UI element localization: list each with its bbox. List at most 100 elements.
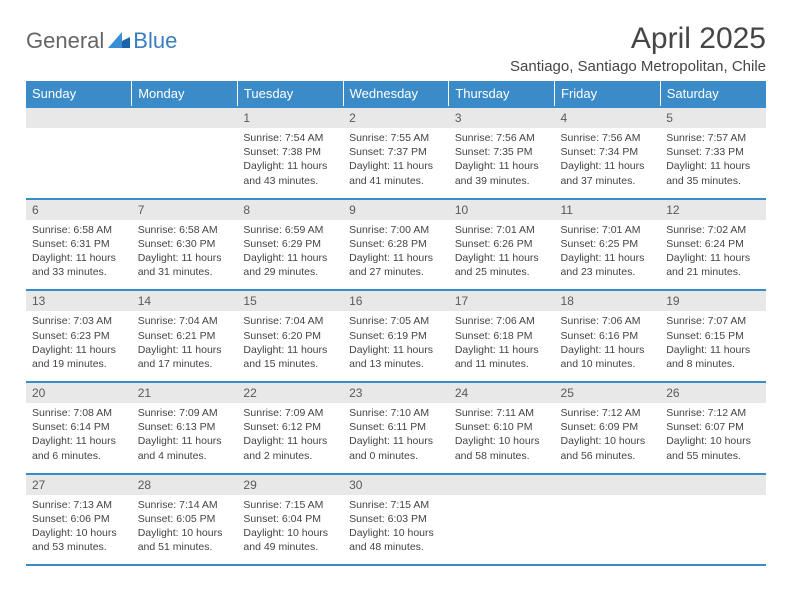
location-text: Santiago, Santiago Metropolitan, Chile <box>510 58 766 75</box>
calendar-week-row: 13Sunrise: 7:03 AMSunset: 6:23 PMDayligh… <box>26 290 766 382</box>
calendar-cell: 20Sunrise: 7:08 AMSunset: 6:14 PMDayligh… <box>26 382 132 474</box>
calendar-cell: 18Sunrise: 7:06 AMSunset: 6:16 PMDayligh… <box>555 290 661 382</box>
day-number: 22 <box>237 383 343 403</box>
calendar-cell: 17Sunrise: 7:06 AMSunset: 6:18 PMDayligh… <box>449 290 555 382</box>
weekday-header: Thursday <box>449 81 555 107</box>
day-body: Sunrise: 7:04 AMSunset: 6:20 PMDaylight:… <box>237 311 343 381</box>
day-body: Sunrise: 6:58 AMSunset: 6:31 PMDaylight:… <box>26 220 132 290</box>
calendar-week-row: 1Sunrise: 7:54 AMSunset: 7:38 PMDaylight… <box>26 107 766 199</box>
day-body: Sunrise: 7:11 AMSunset: 6:10 PMDaylight:… <box>449 403 555 473</box>
weekday-row: SundayMondayTuesdayWednesdayThursdayFrid… <box>26 81 766 107</box>
day-number: 21 <box>132 383 238 403</box>
day-number: 8 <box>237 200 343 220</box>
calendar-cell <box>132 107 238 199</box>
calendar-cell: 29Sunrise: 7:15 AMSunset: 6:04 PMDayligh… <box>237 474 343 566</box>
day-number: 29 <box>237 475 343 495</box>
calendar-head: SundayMondayTuesdayWednesdayThursdayFrid… <box>26 81 766 107</box>
day-number-empty <box>660 475 766 495</box>
day-number: 3 <box>449 108 555 128</box>
day-body: Sunrise: 7:02 AMSunset: 6:24 PMDaylight:… <box>660 220 766 290</box>
day-number-empty <box>449 475 555 495</box>
calendar-cell: 22Sunrise: 7:09 AMSunset: 6:12 PMDayligh… <box>237 382 343 474</box>
title-block: April 2025 Santiago, Santiago Metropolit… <box>510 22 766 75</box>
calendar-cell: 7Sunrise: 6:58 AMSunset: 6:30 PMDaylight… <box>132 199 238 291</box>
weekday-header: Monday <box>132 81 238 107</box>
day-number: 16 <box>343 291 449 311</box>
day-body: Sunrise: 7:14 AMSunset: 6:05 PMDaylight:… <box>132 495 238 565</box>
day-body: Sunrise: 7:56 AMSunset: 7:34 PMDaylight:… <box>555 128 661 198</box>
day-body-empty <box>555 495 661 557</box>
weekday-header: Wednesday <box>343 81 449 107</box>
day-body: Sunrise: 7:13 AMSunset: 6:06 PMDaylight:… <box>26 495 132 565</box>
calendar-cell: 1Sunrise: 7:54 AMSunset: 7:38 PMDaylight… <box>237 107 343 199</box>
day-body: Sunrise: 7:54 AMSunset: 7:38 PMDaylight:… <box>237 128 343 198</box>
day-body: Sunrise: 6:58 AMSunset: 6:30 PMDaylight:… <box>132 220 238 290</box>
day-body: Sunrise: 7:00 AMSunset: 6:28 PMDaylight:… <box>343 220 449 290</box>
calendar-cell <box>555 474 661 566</box>
calendar-cell <box>26 107 132 199</box>
calendar-cell: 3Sunrise: 7:56 AMSunset: 7:35 PMDaylight… <box>449 107 555 199</box>
weekday-header: Friday <box>555 81 661 107</box>
day-number: 28 <box>132 475 238 495</box>
day-body-empty <box>449 495 555 557</box>
day-number-empty <box>26 108 132 128</box>
page-header: General Blue April 2025 Santiago, Santia… <box>26 22 766 75</box>
day-body: Sunrise: 7:09 AMSunset: 6:12 PMDaylight:… <box>237 403 343 473</box>
calendar-cell: 9Sunrise: 7:00 AMSunset: 6:28 PMDaylight… <box>343 199 449 291</box>
day-body: Sunrise: 7:07 AMSunset: 6:15 PMDaylight:… <box>660 311 766 381</box>
weekday-header: Sunday <box>26 81 132 107</box>
weekday-header: Saturday <box>660 81 766 107</box>
day-number: 6 <box>26 200 132 220</box>
calendar-cell: 16Sunrise: 7:05 AMSunset: 6:19 PMDayligh… <box>343 290 449 382</box>
day-number: 23 <box>343 383 449 403</box>
calendar-cell: 27Sunrise: 7:13 AMSunset: 6:06 PMDayligh… <box>26 474 132 566</box>
day-body-empty <box>26 128 132 190</box>
logo-text-blue: Blue <box>133 28 177 54</box>
calendar-cell <box>449 474 555 566</box>
day-number: 27 <box>26 475 132 495</box>
calendar-cell: 2Sunrise: 7:55 AMSunset: 7:37 PMDaylight… <box>343 107 449 199</box>
calendar-cell: 5Sunrise: 7:57 AMSunset: 7:33 PMDaylight… <box>660 107 766 199</box>
day-body: Sunrise: 7:57 AMSunset: 7:33 PMDaylight:… <box>660 128 766 198</box>
calendar-week-row: 20Sunrise: 7:08 AMSunset: 6:14 PMDayligh… <box>26 382 766 474</box>
calendar-table: SundayMondayTuesdayWednesdayThursdayFrid… <box>26 81 766 566</box>
calendar-page: General Blue April 2025 Santiago, Santia… <box>0 0 792 566</box>
day-body: Sunrise: 7:04 AMSunset: 6:21 PMDaylight:… <box>132 311 238 381</box>
calendar-cell: 11Sunrise: 7:01 AMSunset: 6:25 PMDayligh… <box>555 199 661 291</box>
day-number: 11 <box>555 200 661 220</box>
calendar-cell: 8Sunrise: 6:59 AMSunset: 6:29 PMDaylight… <box>237 199 343 291</box>
calendar-cell: 28Sunrise: 7:14 AMSunset: 6:05 PMDayligh… <box>132 474 238 566</box>
day-number: 26 <box>660 383 766 403</box>
day-number-empty <box>132 108 238 128</box>
day-body: Sunrise: 7:12 AMSunset: 6:07 PMDaylight:… <box>660 403 766 473</box>
day-number: 10 <box>449 200 555 220</box>
day-body-empty <box>132 128 238 190</box>
calendar-week-row: 6Sunrise: 6:58 AMSunset: 6:31 PMDaylight… <box>26 199 766 291</box>
day-body: Sunrise: 7:12 AMSunset: 6:09 PMDaylight:… <box>555 403 661 473</box>
logo-mark-icon <box>108 28 130 54</box>
day-number: 15 <box>237 291 343 311</box>
logo: General Blue <box>26 22 177 54</box>
month-title: April 2025 <box>510 22 766 56</box>
day-number: 19 <box>660 291 766 311</box>
day-number: 4 <box>555 108 661 128</box>
calendar-cell: 25Sunrise: 7:12 AMSunset: 6:09 PMDayligh… <box>555 382 661 474</box>
day-body: Sunrise: 7:55 AMSunset: 7:37 PMDaylight:… <box>343 128 449 198</box>
day-body: Sunrise: 7:01 AMSunset: 6:25 PMDaylight:… <box>555 220 661 290</box>
calendar-cell <box>660 474 766 566</box>
day-number: 30 <box>343 475 449 495</box>
calendar-cell: 24Sunrise: 7:11 AMSunset: 6:10 PMDayligh… <box>449 382 555 474</box>
day-body-empty <box>660 495 766 557</box>
calendar-cell: 6Sunrise: 6:58 AMSunset: 6:31 PMDaylight… <box>26 199 132 291</box>
day-body: Sunrise: 7:08 AMSunset: 6:14 PMDaylight:… <box>26 403 132 473</box>
day-body: Sunrise: 7:06 AMSunset: 6:18 PMDaylight:… <box>449 311 555 381</box>
day-number: 17 <box>449 291 555 311</box>
day-number: 12 <box>660 200 766 220</box>
day-body: Sunrise: 7:01 AMSunset: 6:26 PMDaylight:… <box>449 220 555 290</box>
day-body: Sunrise: 7:56 AMSunset: 7:35 PMDaylight:… <box>449 128 555 198</box>
day-number: 24 <box>449 383 555 403</box>
day-number: 18 <box>555 291 661 311</box>
day-number: 20 <box>26 383 132 403</box>
day-number: 5 <box>660 108 766 128</box>
calendar-cell: 26Sunrise: 7:12 AMSunset: 6:07 PMDayligh… <box>660 382 766 474</box>
